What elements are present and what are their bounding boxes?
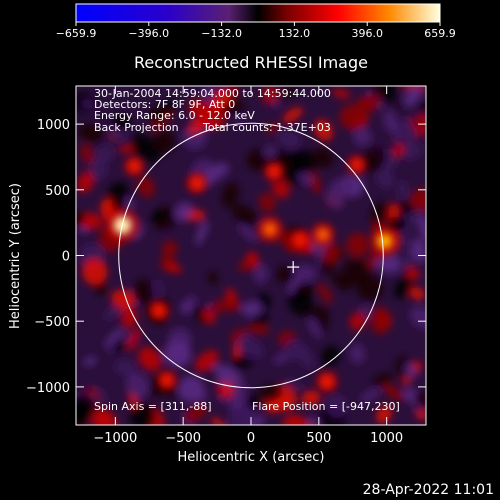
colorbar-tick-label: 659.9 [424, 27, 456, 40]
hot-spots [105, 154, 400, 393]
y-tick-label: −500 [34, 315, 70, 330]
y-tick-label: −1000 [26, 381, 70, 396]
hot-spot [263, 222, 277, 237]
y-tick-label: 500 [45, 184, 70, 199]
annotation-line: Total counts: 1.37E+03 [202, 121, 331, 134]
x-tick-label: 0 [247, 431, 255, 446]
colorbar-tick-label: 396.0 [351, 27, 383, 40]
x-tick-label: −1000 [93, 431, 137, 446]
flare-position-label: Flare Position = [-947,230] [252, 400, 400, 413]
annotation-line: Back Projection [94, 121, 179, 134]
hot-spot [351, 159, 362, 171]
colorbar-gradient [75, 3, 441, 23]
observation-annotations: 30-Jan-2004 14:59:04.000 to 14:59:44.000… [94, 87, 331, 134]
colorbar: −659.9 −396.0 −132.0 132.0 396.0 659.9 [56, 3, 456, 40]
hot-spot [191, 177, 203, 189]
colorbar-tick-label: 132.0 [279, 27, 311, 40]
spin-axis-label: Spin Axis = [311,-88] [94, 400, 212, 413]
hot-spot [321, 375, 333, 388]
hot-spot [153, 304, 165, 317]
annotation-line: 30-Jan-2004 14:59:04.000 to 14:59:44.000 [94, 87, 331, 100]
y-tick-label: 1000 [37, 118, 70, 133]
hot-spot [161, 374, 173, 386]
hot-spot [316, 228, 330, 241]
axis-ticks: −1000 −500 0 500 1000 −1000 −500 0 500 1000 [26, 86, 426, 446]
x-tick-label: 500 [306, 431, 331, 446]
spin-axis-marker [287, 261, 300, 274]
timestamp: 28-Apr-2022 11:01 [363, 482, 494, 498]
hot-spot [294, 234, 306, 246]
x-axis-label: Heliocentric X (arcsec) [178, 450, 325, 465]
hot-spot [376, 233, 393, 249]
plot-area: −1000 −500 0 500 1000 −1000 −500 0 500 1000 [26, 85, 427, 446]
colorbar-tick-label: −396.0 [128, 27, 169, 40]
colorbar-tick-label: −659.9 [56, 27, 97, 40]
chart-title: Reconstructed RHESSI Image [134, 53, 368, 72]
annotation-line: Detectors: 7F 8F 9F, Att 0 [94, 98, 235, 111]
colorbar-tick-label: −132.0 [201, 27, 242, 40]
solar-limb-circle [118, 122, 384, 389]
hot-spot [128, 160, 140, 172]
colorbar-ticks: −659.9 −396.0 −132.0 132.0 396.0 659.9 [56, 22, 456, 40]
x-tick-label: 1000 [370, 431, 403, 446]
x-tick-label: −500 [165, 431, 201, 446]
annotation-line: Energy Range: 6.0 - 12.0 keV [94, 109, 255, 122]
image-texture [76, 86, 426, 425]
hot-spot [268, 166, 280, 177]
y-axis-label: Heliocentric Y (arcsec) [8, 183, 23, 329]
y-tick-label: 0 [62, 250, 70, 265]
